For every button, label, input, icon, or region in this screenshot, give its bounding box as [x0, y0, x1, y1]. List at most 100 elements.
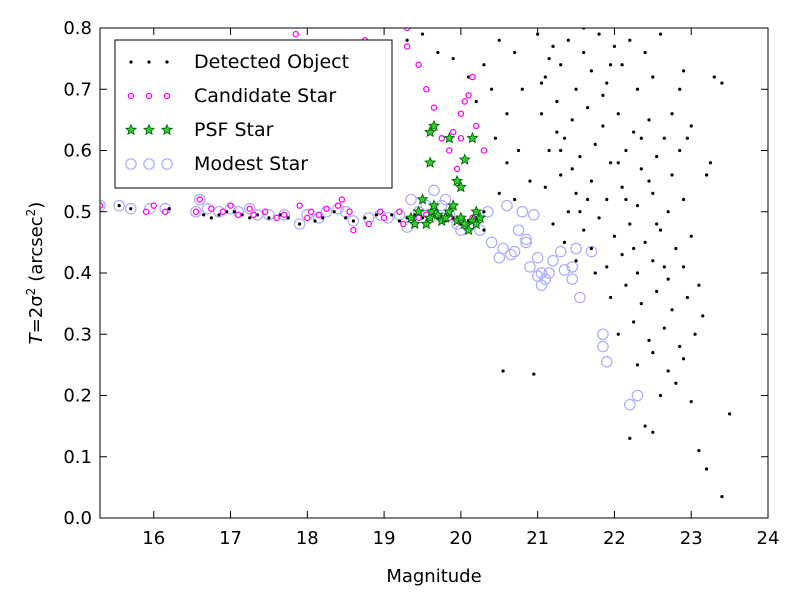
candidate-star-point: [430, 104, 438, 111]
legend-swatch-detected: [165, 60, 169, 64]
x-tick-label: 20: [449, 528, 472, 549]
detected-object-point: [612, 234, 617, 238]
detected-object-point: [589, 69, 594, 73]
candidate-star-point: [396, 208, 403, 215]
psf-star-point: [458, 217, 471, 230]
detected-object-point: [390, 213, 394, 217]
detected-object-point: [562, 240, 567, 244]
detected-object-point: [363, 216, 367, 220]
detected-object-point: [129, 207, 133, 211]
detected-object-point: [566, 38, 570, 42]
modest-star-point: [501, 199, 513, 212]
detected-object-point: [543, 185, 547, 189]
detected-object-point: [624, 197, 628, 202]
detected-object-point: [697, 449, 701, 453]
psf-star-point: [470, 205, 483, 217]
y-tick-label: 0.4: [63, 263, 92, 284]
y-axis-title: T=2σ2(arcsec2): [24, 202, 47, 345]
candidate-star-point: [449, 128, 457, 136]
detected-object-point: [639, 136, 643, 140]
detected-object-point: [608, 295, 613, 300]
detected-object-point: [551, 44, 555, 48]
detected-object-point: [678, 344, 682, 349]
modest-star-point: [531, 251, 544, 264]
candidate-star-point: [457, 134, 465, 142]
modest-star-point: [243, 202, 256, 215]
legend-swatch-modest: [143, 158, 155, 170]
candidate-star-point: [219, 208, 227, 215]
detected-object-point: [655, 155, 659, 159]
modest-star-point: [528, 209, 540, 221]
candidate-star-point: [150, 202, 157, 209]
candidate-star-point: [142, 208, 150, 215]
candidate-star-point: [346, 208, 353, 215]
detected-object-point: [608, 161, 613, 165]
x-tick-label: 21: [526, 528, 549, 549]
detected-object-point: [655, 289, 659, 293]
detected-object-point: [608, 63, 613, 67]
detected-object-point: [298, 222, 302, 226]
legend-box: [114, 39, 393, 189]
legend-swatch-modest: [125, 158, 137, 170]
modest-star-point: [623, 398, 636, 411]
y-tick-label: 0.5: [63, 202, 92, 223]
psf-star-point: [450, 174, 464, 187]
modest-star-point: [428, 184, 440, 197]
psf-star-point: [466, 131, 479, 144]
detected-object-point: [566, 210, 570, 214]
candidate-star-point: [403, 43, 411, 50]
detected-object-point: [674, 381, 678, 385]
y-axis-title-sup1: 2: [24, 288, 38, 296]
detected-object-point: [628, 38, 632, 42]
candidate-star-point: [461, 98, 468, 105]
candidate-star-point: [469, 73, 476, 81]
detected-object-point: [632, 246, 636, 251]
modest-star-point: [194, 193, 206, 206]
detected-object-point: [539, 81, 544, 85]
detected-object-point: [570, 118, 574, 122]
detected-object-point: [489, 87, 494, 91]
legend-swatch-candidate: [163, 92, 171, 100]
detected-object-point: [582, 228, 586, 232]
candidate-star-point: [208, 205, 215, 212]
detected-object-point: [678, 148, 682, 153]
candidate-star-point: [273, 214, 280, 222]
detected-object-point: [513, 50, 517, 55]
y-tick-label: 0.2: [63, 386, 92, 407]
modest-star-point: [347, 215, 360, 227]
candidate-star-point: [304, 214, 311, 222]
detected-object-point: [562, 136, 567, 140]
detected-object-point: [697, 283, 701, 287]
x-tick-label: 17: [219, 528, 242, 549]
detected-object-point: [720, 494, 724, 499]
detected-object-point: [620, 63, 624, 67]
detected-object-point: [651, 351, 655, 355]
legend-swatch-detected: [147, 60, 151, 64]
legend-swatch-candidate: [127, 92, 135, 100]
detected-object-point: [482, 228, 486, 232]
y-tick-label: 0.6: [63, 141, 92, 162]
detected-object-point: [658, 393, 663, 398]
detected-object-point: [267, 216, 271, 220]
detected-object-point: [559, 173, 563, 177]
y-axis-title-eq: =: [26, 318, 47, 333]
detected-object-point: [678, 87, 682, 91]
modest-star-point: [493, 251, 506, 264]
modest-star-point: [512, 224, 525, 236]
candidate-star-point: [365, 220, 372, 228]
modest-star-point: [570, 242, 582, 255]
modest-star-point: [554, 245, 567, 258]
detected-object-point: [635, 204, 640, 208]
legend-swatch-psf: [160, 123, 174, 136]
detected-object-point: [167, 207, 171, 211]
detected-object-point: [248, 216, 252, 220]
modest-star-point: [558, 264, 571, 276]
x-tick-label: 24: [757, 528, 780, 549]
detected-object-series: [100, 28, 732, 499]
detected-object-point: [547, 57, 551, 61]
candidate-star-point: [377, 208, 384, 215]
detected-object-point: [651, 430, 655, 434]
detected-object-point: [593, 142, 597, 146]
detected-object-point: [520, 87, 524, 91]
modest-star-point: [293, 218, 306, 230]
